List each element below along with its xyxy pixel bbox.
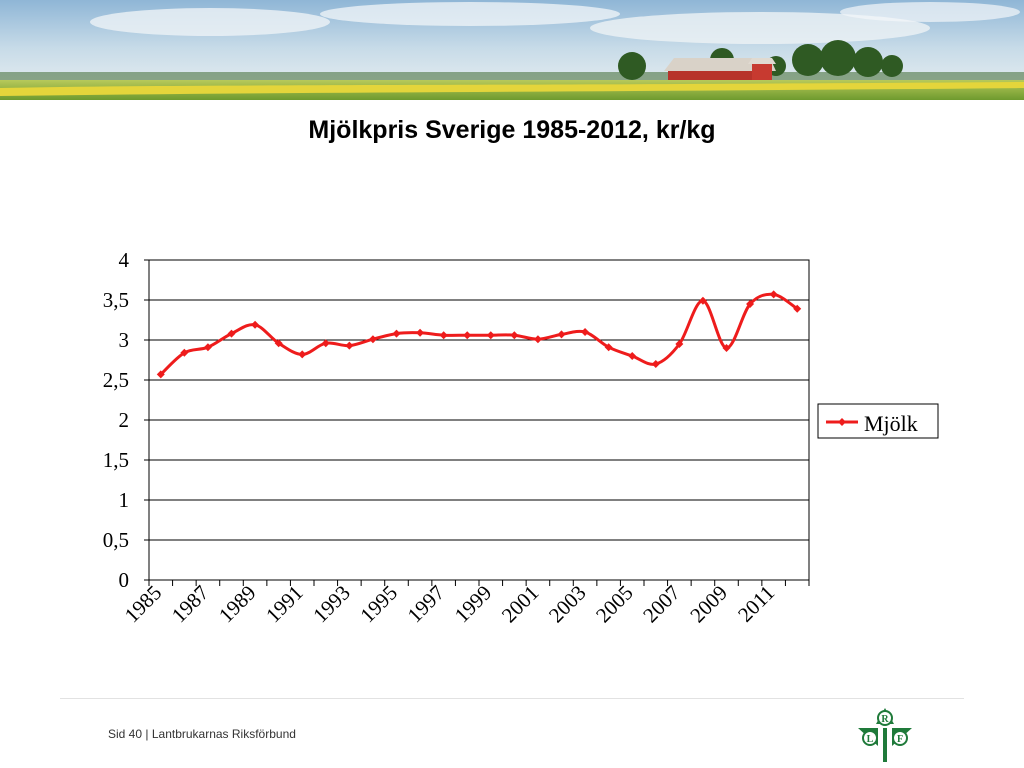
- legend-marker-swatch: [838, 418, 846, 426]
- data-point: [345, 341, 354, 350]
- x-tick-label: 2007: [638, 581, 685, 628]
- cloud: [840, 2, 1020, 22]
- x-tick-label: 1995: [355, 581, 402, 628]
- data-point: [793, 304, 802, 313]
- data-point: [439, 331, 448, 340]
- x-tick-label: 1987: [167, 581, 214, 628]
- y-tick-label: 1: [119, 488, 130, 512]
- data-point: [463, 331, 472, 340]
- lrf-logo: R L F: [858, 708, 912, 762]
- data-point: [321, 339, 330, 348]
- data-point: [368, 335, 377, 344]
- y-tick-label: 0: [119, 568, 130, 592]
- cloud: [590, 12, 930, 44]
- data-point: [533, 335, 542, 344]
- data-point: [510, 331, 519, 340]
- data-point: [203, 343, 212, 352]
- x-tick-label: 1997: [403, 581, 450, 628]
- x-tick-label: 1989: [214, 581, 261, 628]
- y-tick-label: 2: [119, 408, 130, 432]
- y-tick-label: 2,5: [103, 368, 129, 392]
- page-label: Sid 40: [108, 727, 143, 741]
- data-point: [581, 328, 590, 336]
- organization-name: Lantbrukarnas Riksförbund: [151, 727, 296, 741]
- x-tick-label: 2011: [733, 581, 779, 627]
- data-point: [722, 344, 731, 352]
- clover-shape: [858, 708, 912, 762]
- footer-divider: [60, 698, 964, 699]
- y-tick-label: 4: [119, 248, 130, 272]
- data-point: [557, 330, 566, 339]
- data-point: [746, 300, 755, 308]
- slide-title: Mjölkpris Sverige 1985-2012, kr/kg: [308, 116, 716, 144]
- legend: Mjölk: [817, 403, 939, 439]
- logo-letter-l: L: [867, 734, 874, 745]
- logo-letter-f: F: [897, 734, 903, 745]
- cloud: [90, 8, 330, 36]
- x-tick-label: 2005: [591, 581, 638, 628]
- x-tick-label: 1991: [261, 581, 308, 628]
- x-tick-label: 2003: [544, 581, 591, 628]
- cloud: [320, 2, 620, 26]
- x-tick-label: 1993: [308, 581, 355, 628]
- x-tick-label: 2009: [685, 581, 732, 628]
- data-point: [416, 328, 425, 337]
- x-axis-tick-labels: 1985 1987 1989 1991 1993 1995 1997 1999 2001 2003…: [120, 581, 780, 628]
- x-tick-label: 2001: [497, 581, 544, 628]
- series-line: [159, 292, 799, 376]
- x-tick-label: 1999: [450, 581, 497, 628]
- legend-entry-label: Mjölk: [864, 411, 918, 436]
- y-tick-label: 3: [119, 328, 130, 352]
- data-point: [298, 350, 307, 359]
- y-axis-tick-labels: 0 0,5 1 1,5 2 2,5 3 3,5 4: [103, 248, 130, 592]
- data-point: [156, 370, 165, 379]
- y-tick-label: 1,5: [103, 448, 129, 472]
- data-point: [180, 348, 189, 357]
- data-point: [486, 331, 495, 340]
- y-tick-label: 3,5: [103, 288, 129, 312]
- data-point: [392, 329, 401, 338]
- data-point: [604, 343, 613, 352]
- data-point: [769, 290, 778, 299]
- footer-separator: |: [145, 727, 149, 741]
- data-point: [698, 296, 707, 305]
- tree-line: [0, 72, 1024, 80]
- x-axis-tick-marks: [148, 580, 810, 586]
- logo-letter-r: R: [881, 714, 889, 725]
- data-point: [675, 340, 684, 348]
- gridlines: [144, 259, 809, 581]
- footer-text: Sid 40 | Lantbrukarnas Riksförbund: [108, 727, 296, 741]
- data-point: [628, 352, 637, 360]
- landscape-banner: [0, 0, 1024, 100]
- data-point: [227, 329, 236, 338]
- data-point: [274, 339, 283, 348]
- data-point: [651, 360, 660, 368]
- rapeseed-stripe: [0, 82, 1024, 96]
- y-tick-label: 0,5: [103, 528, 129, 552]
- data-point: [251, 320, 260, 329]
- series-mjolk: [156, 290, 802, 379]
